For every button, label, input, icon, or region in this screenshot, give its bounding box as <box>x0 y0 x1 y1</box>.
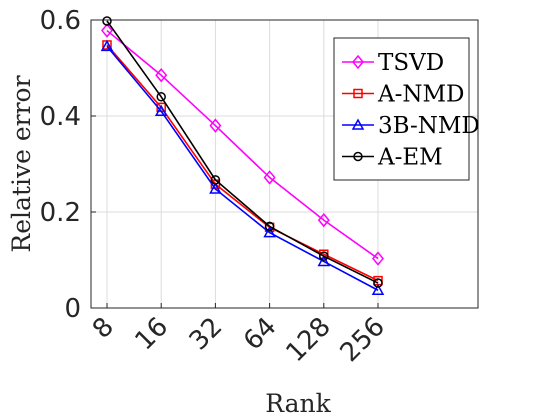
data-point-circle <box>264 221 275 232</box>
series-3b-nmd <box>100 39 385 295</box>
data-point-triangle <box>371 283 385 295</box>
data-point-circle <box>210 175 221 185</box>
legend-label: TSVD <box>378 50 444 76</box>
data-point-circle <box>319 251 329 261</box>
y-tick-label: 0.2 <box>40 198 81 228</box>
data-point-circle <box>102 16 112 26</box>
series-a-em <box>102 16 383 288</box>
x-tick-label: 16 <box>130 312 175 357</box>
legend-item: A-NMD <box>342 82 465 108</box>
series-line <box>106 44 379 282</box>
series-line <box>106 20 379 284</box>
x-tick-label: 32 <box>184 312 229 357</box>
y-tick-label: 0 <box>64 294 81 324</box>
series-line <box>106 29 379 260</box>
data-point-diamond <box>209 118 222 133</box>
x-tick-label: 128 <box>280 312 336 368</box>
data-point-diamond <box>155 68 168 83</box>
data-point-diamond <box>317 212 330 228</box>
x-tick-label: 256 <box>335 312 391 368</box>
data-point-triangle <box>317 254 331 267</box>
series-line <box>106 45 379 291</box>
legend-item: A-EM <box>342 145 443 171</box>
data-point-triangle <box>263 226 276 238</box>
data-point-triangle <box>209 182 222 194</box>
y-tick-label: 0.4 <box>40 102 81 132</box>
legend-label: A-NMD <box>377 82 465 108</box>
series-tsvd <box>101 23 384 266</box>
series-group <box>100 16 385 295</box>
data-point-diamond <box>263 170 276 185</box>
legend-item: 3B-NMD <box>342 113 480 139</box>
data-point-diamond <box>101 23 113 38</box>
data-point-triangle <box>100 39 114 52</box>
x-tick-label: 64 <box>238 312 283 357</box>
legend-label: A-EM <box>377 145 443 171</box>
legend-item: TSVD <box>342 50 444 76</box>
data-point-circle <box>373 278 383 288</box>
legend-label: 3B-NMD <box>378 113 480 139</box>
data-point-square <box>353 88 363 99</box>
data-point-diamond <box>352 54 364 70</box>
plot-frame <box>90 19 479 309</box>
data-point-triangle <box>154 104 168 116</box>
legend: TSVD A-NMD 3B-NMD A-EM <box>333 37 480 181</box>
data-point-circle <box>353 151 363 162</box>
y-tick-label: 0.6 <box>40 6 81 36</box>
x-axis-title: Rank <box>265 389 331 418</box>
data-point-diamond <box>372 251 384 266</box>
data-point-triangle <box>351 118 365 130</box>
y-axis-title: Relative error <box>7 75 36 252</box>
data-point-circle <box>156 92 166 102</box>
x-tick-label: 8 <box>87 312 120 345</box>
